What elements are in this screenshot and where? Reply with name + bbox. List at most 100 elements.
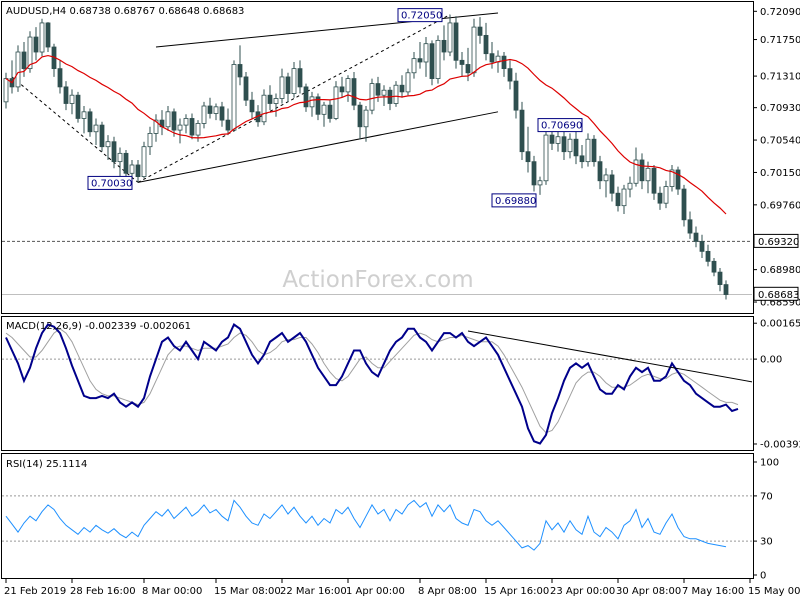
candle-body — [453, 22, 459, 61]
candle-body — [663, 186, 669, 204]
annotation-label: 0.70690 — [541, 121, 582, 132]
annotation-label: 0.70030 — [91, 178, 132, 189]
candle-body — [411, 58, 417, 74]
candle-body — [393, 84, 399, 104]
candle-body — [525, 151, 531, 163]
candle-body — [57, 68, 63, 88]
candle-body — [339, 86, 345, 93]
candle-body — [585, 138, 591, 163]
macd-layer: 0.001659 0.00 -0.003922 — [2, 319, 800, 450]
candle-body — [261, 94, 267, 123]
candle-body — [177, 124, 183, 131]
price-tick-label: 0.70150 — [760, 168, 800, 179]
candle-body — [609, 174, 615, 194]
candle-body — [441, 39, 447, 53]
x-tick-label: 23 Apr 00:00 — [550, 586, 615, 597]
candle-body — [669, 169, 675, 187]
price-layer: 0.72090 0.71750 0.71310 0.70930 0.70540 0.701… — [2, 7, 800, 309]
x-tick-label: 21 Feb 2019 — [4, 586, 66, 597]
x-tick-label: 15 Mar 08:00 — [214, 586, 281, 597]
candle-body — [471, 26, 477, 74]
x-axis: 21 Feb 2019 28 Feb 16:00 8 Mar 00:00 15 Mar… — [4, 579, 800, 597]
candle-body — [3, 78, 9, 103]
candle-body — [621, 188, 627, 207]
candle-body — [681, 188, 687, 221]
candle-body — [639, 159, 645, 182]
candle-body — [711, 260, 717, 273]
moving-average-line — [5, 54, 727, 215]
candle-body — [87, 111, 93, 133]
candle-body — [183, 118, 189, 126]
candle-body — [705, 250, 711, 262]
candle-body — [717, 271, 723, 285]
candle-body — [561, 136, 567, 153]
x-tick-label: 8 Apr 08:00 — [418, 586, 477, 597]
candle-body — [573, 138, 579, 157]
candle-body — [117, 152, 123, 163]
x-tick-label: 15 Apr 16:00 — [484, 586, 549, 597]
price-tick-label: 0.68980 — [760, 265, 800, 276]
candle-body — [423, 43, 429, 63]
candle-body — [627, 182, 633, 190]
macd-trendline — [467, 330, 753, 383]
rsi-tick-label: 0 — [760, 571, 766, 582]
candle-body — [369, 83, 375, 111]
rsi-layer: 100 70 30 0 — [2, 458, 779, 582]
rsi-tick-label: 30 — [760, 537, 773, 548]
candle-body — [555, 136, 561, 144]
candle-body — [693, 232, 699, 242]
candle-body — [435, 39, 441, 79]
support-label-box — [753, 233, 799, 248]
candle-body — [189, 118, 195, 136]
candle-body — [303, 86, 309, 108]
candle-body — [291, 68, 297, 94]
candle-body — [405, 72, 411, 93]
candle-body — [279, 76, 285, 99]
price-tick-label: 0.71310 — [760, 72, 800, 83]
candle-body — [105, 141, 111, 148]
candle-body — [591, 138, 597, 163]
candle-body — [615, 192, 621, 207]
candle-body — [399, 84, 405, 93]
x-tick-label: 28 Feb 16:00 — [70, 586, 136, 597]
candle-body — [477, 26, 483, 36]
candle-body — [327, 104, 333, 119]
candle-body — [645, 167, 651, 182]
candle-body — [465, 64, 471, 74]
candle-body — [237, 64, 243, 78]
dashed-trend-line — [137, 14, 451, 183]
candle-body — [147, 133, 153, 148]
candle-body — [267, 94, 273, 104]
candle-body — [171, 111, 177, 131]
price-tick-label: 0.72090 — [760, 7, 800, 18]
candle-body — [33, 36, 39, 53]
rsi-panel-frame — [1, 453, 754, 579]
candle-body — [531, 161, 537, 186]
candle-body — [345, 78, 351, 93]
candle-body — [597, 161, 603, 182]
price-tick-label: 0.71750 — [760, 35, 800, 46]
channel-lower-line — [137, 111, 499, 183]
price-tick-label: 0.68590 — [760, 298, 800, 309]
candle-body — [723, 284, 729, 295]
candle-body — [225, 119, 231, 131]
candle-body — [363, 109, 369, 128]
candle-body — [519, 109, 525, 153]
candle-body — [483, 34, 489, 55]
macd-panel-frame — [1, 316, 754, 451]
x-tick-label: 7 May 16:00 — [682, 586, 744, 597]
candle-body — [603, 174, 609, 182]
candle-body — [429, 43, 435, 79]
candle-body — [153, 119, 159, 134]
rsi-tick-label: 70 — [760, 491, 773, 502]
last-price-label: 0.68683 — [758, 290, 799, 301]
candle-body — [309, 96, 315, 108]
candle-body — [687, 219, 693, 234]
candle-body — [375, 83, 381, 96]
candle-body — [699, 240, 705, 252]
candle-body — [675, 169, 681, 190]
candle-body — [459, 59, 465, 65]
annotation-box — [87, 175, 133, 190]
candle-body — [489, 53, 495, 63]
